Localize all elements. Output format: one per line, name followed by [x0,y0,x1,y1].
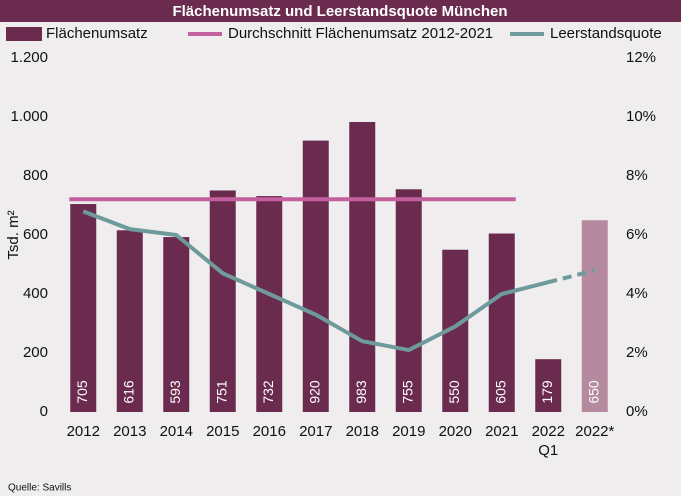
y2-tick-label: 4% [626,285,648,302]
x-tick-label: 2017 [299,423,332,440]
x-tick-label: 2020 [439,423,472,440]
bar-value-label: 179 [539,380,555,404]
legend-label: Durchschnitt Flächenumsatz 2012-2021 [228,25,493,42]
bar [163,237,190,412]
x-tick-label: 2022 [532,423,565,440]
bar [209,190,236,412]
bar-value-label: 751 [213,380,229,404]
bar [70,204,97,412]
y2-tick-label: 8% [626,167,648,184]
y-tick-label: 1.200 [10,49,48,66]
y2-tick-label: 0% [626,403,648,420]
bar-value-label: 605 [492,380,508,404]
bar-value-label: 920 [306,380,322,404]
x-tick-label: 2015 [206,423,239,440]
bar [581,220,608,412]
x-tick-label: 2012 [67,423,100,440]
legend-label: Leerstandsquote [550,25,662,42]
bar-value-label: 550 [446,380,462,404]
x-tick-label: 2016 [253,423,286,440]
vacancy-line-forecast [547,268,596,285]
x-tick-label: 2019 [392,423,425,440]
bar [256,196,283,412]
y2-tick-label: 12% [626,49,656,66]
source: Quelle: Savills [8,483,71,494]
y-tick-label: 400 [23,285,48,302]
bar [349,122,376,412]
legend-label: Flächenumsatz [46,25,148,42]
bar-value-label: 593 [167,380,183,404]
bar-value-label: 616 [120,380,136,404]
legend-swatch [6,27,42,41]
x-tick-label: Q1 [538,442,558,459]
bar-value-label: 705 [74,380,90,404]
bar-value-label: 983 [353,380,369,404]
y-tick-label: 0 [40,403,48,420]
bar-value-label: 650 [585,380,601,404]
title-bar [0,0,681,22]
y-tick-label: 1.000 [10,108,48,125]
x-tick-label: 2022* [575,423,614,440]
x-tick-label: 2013 [113,423,146,440]
bar [535,359,562,412]
bar [116,230,143,412]
y-tick-label: 800 [23,167,48,184]
y2-tick-label: 2% [626,344,648,361]
y-tick-label: 600 [23,226,48,243]
chart-title: Flächenumsatz und Leerstandsquote Münche… [172,3,507,20]
y-tick-label: 200 [23,344,48,361]
vacancy-line [82,209,549,353]
x-tick-label: 2014 [160,423,193,440]
y-axis-label: Tsd. m² [5,210,22,259]
y2-tick-label: 10% [626,108,656,125]
bar [302,140,329,412]
x-tick-label: 2018 [346,423,379,440]
bar [395,189,422,412]
bar [488,233,515,412]
bar-value-label: 732 [260,380,276,404]
y2-tick-label: 6% [626,226,648,243]
x-tick-label: 2021 [485,423,518,440]
bar-value-label: 755 [399,380,415,404]
